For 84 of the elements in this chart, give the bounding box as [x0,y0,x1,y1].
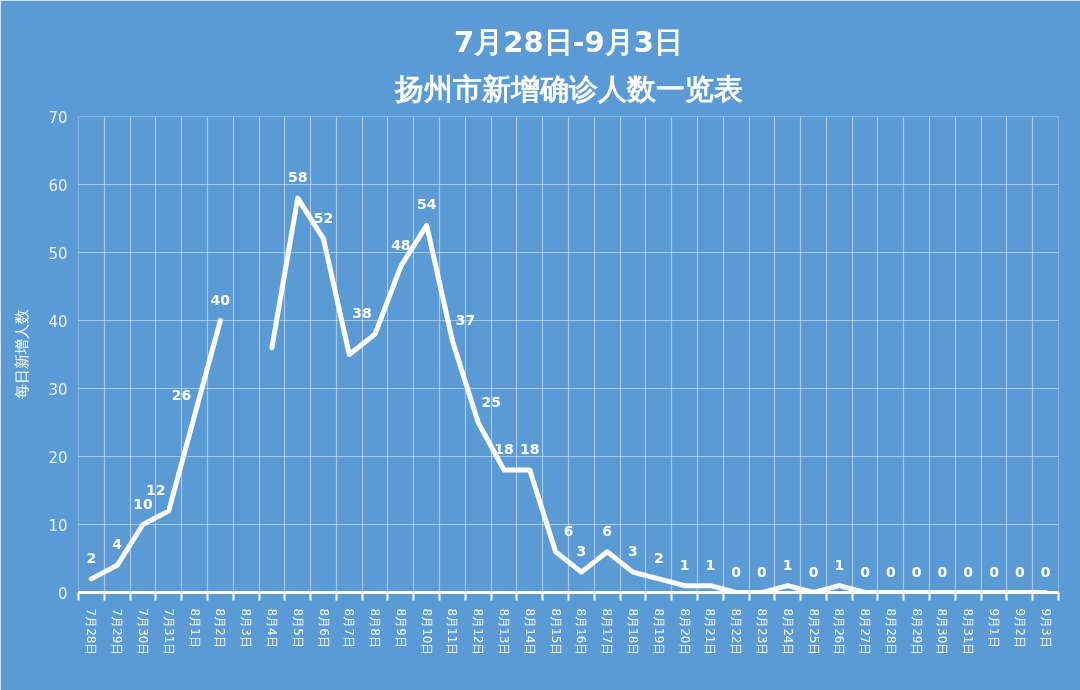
x-tick-label: 7月31日 [161,608,176,656]
data-label: 4 [112,536,123,553]
data-label: 0 [860,563,871,580]
x-tick-label: 9月1日 [987,608,1002,648]
x-tick-label: 8月22日 [729,608,744,656]
x-tick-label: 9月3日 [1038,608,1053,648]
y-tick-label: 0 [57,584,68,603]
x-tick-label: 8月6日 [316,608,331,648]
x-tick-label: 8月25日 [806,608,821,656]
data-label: 26 [171,386,192,403]
data-label: 52 [313,209,334,226]
x-tick-label: 8月5日 [290,608,305,648]
x-tick-label: 7月30日 [135,608,150,656]
data-label: 6 [602,522,613,539]
data-label: 18 [520,441,540,458]
data-label: 1 [834,556,845,573]
data-label: 54 [416,196,437,213]
x-tick-label: 8月1日 [187,608,202,648]
data-label: 18 [494,441,514,458]
data-label: 38 [352,305,372,322]
chart-subtitle: 扬州市新增确诊人数一览表 [393,71,743,106]
data-label: 58 [287,169,308,186]
x-tick-label: 8月23日 [754,608,769,656]
x-tick-label: 8月26日 [832,608,847,656]
y-tick-label: 10 [48,516,68,535]
data-label: 6 [563,522,574,539]
data-label: 10 [133,495,153,512]
data-label: 0 [808,563,819,580]
x-tick-label: 8月13日 [497,608,512,656]
x-tick-label: 8月14日 [522,608,537,656]
x-tick-label: 8月15日 [548,608,563,656]
x-tick-label: 8月4日 [264,608,279,648]
data-label: 37 [455,311,476,328]
x-tick-label: 8月24日 [780,608,795,656]
data-label: 0 [886,563,896,580]
x-tick-label: 8月12日 [471,608,486,656]
x-tick-label: 8月2日 [213,608,228,648]
x-tick-label: 8月11日 [445,608,460,656]
x-tick-label: 8月3日 [239,608,254,648]
data-label: 1 [679,556,690,573]
data-label: 2 [653,549,664,566]
data-label: 0 [963,563,974,580]
x-tick-label: 8月10日 [419,608,434,656]
x-tick-label: 8月21日 [703,608,718,656]
data-label: 40 [210,291,231,308]
y-tick-label: 60 [48,176,68,195]
x-tick-label: 8月27日 [858,608,873,656]
y-axis-title: 每日新增人数 [13,309,32,400]
x-tick-label: 8月30日 [935,608,950,656]
x-tick-label: 8月28日 [883,608,898,656]
x-tick-label: 8月18日 [625,608,640,656]
x-tick-label: 7月28日 [84,608,99,656]
x-tick-label: 8月16日 [574,608,589,656]
data-label: 3 [628,543,638,560]
data-label: 0 [757,563,768,580]
x-tick-label: 8月9日 [393,608,408,648]
y-tick-label: 40 [48,312,68,331]
x-tick-label: 9月2日 [1012,608,1027,648]
y-tick-label: 70 [48,108,68,127]
data-label: 0 [731,563,742,580]
y-tick-label: 20 [48,448,68,467]
data-label: 1 [705,556,716,573]
x-tick-label: 8月19日 [651,608,666,656]
x-tick-label: 8月7日 [342,608,357,648]
data-label: 0 [1014,563,1025,580]
data-label: 3 [576,543,587,560]
x-tick-label: 8月20日 [677,608,692,656]
chart-title: 7月28日-9月3日 [454,24,683,59]
y-tick-label: 50 [48,244,68,263]
data-label: 1 [782,556,793,573]
data-label: 48 [391,237,411,254]
data-label: 2 [86,549,97,566]
data-label: 25 [481,393,501,410]
x-tick-label: 8月29日 [909,608,924,656]
data-label: 0 [1040,563,1051,580]
y-tick-label: 30 [48,380,68,399]
x-tick-label: 8月17日 [600,608,615,656]
x-tick-label: 8月8日 [368,608,383,648]
data-label: 0 [989,563,1000,580]
data-label: 0 [911,563,922,580]
data-label: 0 [937,563,948,580]
data-label: 12 [146,481,166,498]
x-tick-label: 7月29日 [110,608,125,656]
x-tick-label: 8月31日 [961,608,976,656]
